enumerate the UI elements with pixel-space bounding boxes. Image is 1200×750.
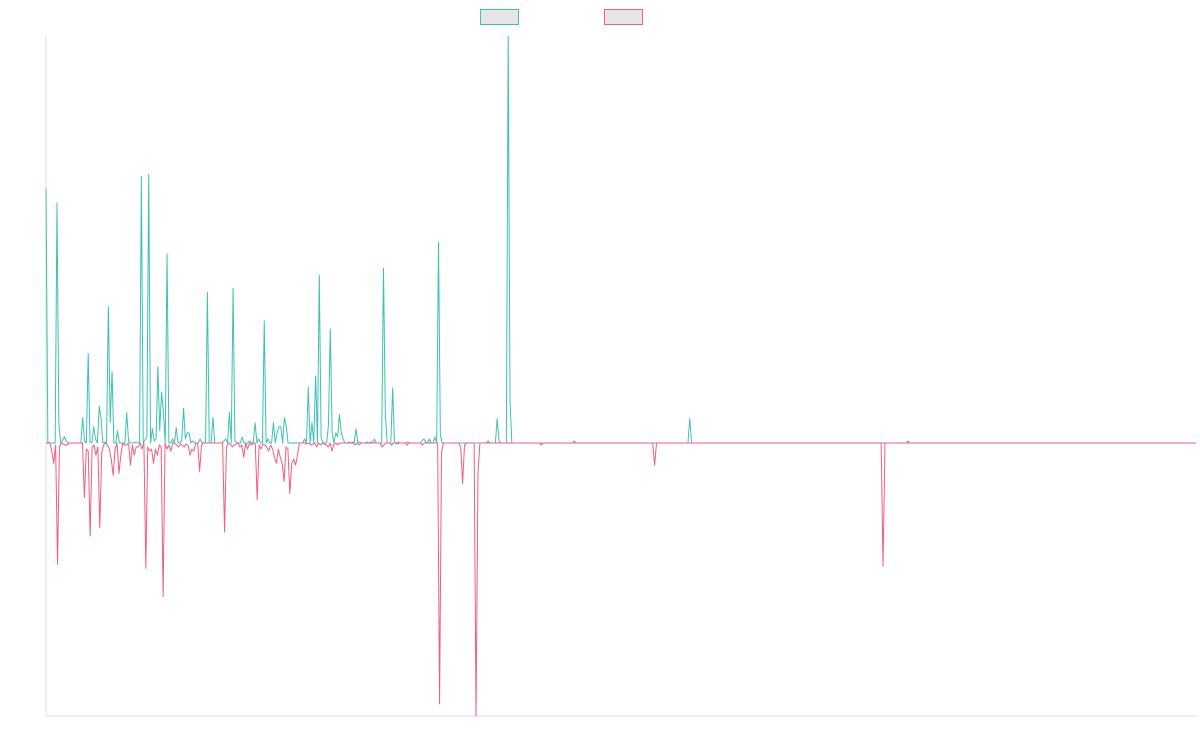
series-line-1[interactable] — [45, 35, 1196, 444]
legend-swatch-series-1[interactable] — [480, 9, 519, 25]
legend-swatch-series-2[interactable] — [604, 9, 643, 25]
series-line-2[interactable] — [46, 442, 1196, 717]
series-layer — [45, 35, 1196, 717]
